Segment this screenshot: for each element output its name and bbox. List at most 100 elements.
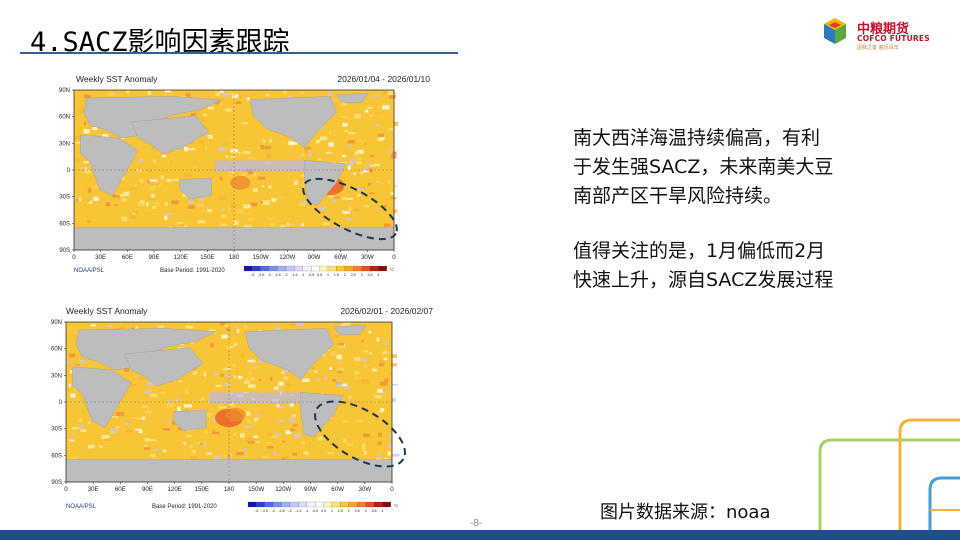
anomaly-speck xyxy=(335,106,338,110)
anomaly-speck xyxy=(254,418,259,421)
anomaly-speck xyxy=(68,383,71,388)
anomaly-speck xyxy=(124,422,132,425)
anomaly-speck xyxy=(202,442,206,446)
anomaly-speck xyxy=(154,448,161,451)
anomaly-speck xyxy=(184,173,192,177)
anomaly-speck xyxy=(232,94,239,98)
anomaly-speck xyxy=(290,141,298,145)
anomaly-speck xyxy=(377,441,382,446)
anomaly-speck xyxy=(233,220,239,225)
anomaly-speck xyxy=(376,180,379,183)
land-mass xyxy=(300,392,344,438)
anomaly-speck xyxy=(389,150,393,154)
anomaly-speck xyxy=(251,366,259,369)
anomaly-speck xyxy=(190,455,198,461)
anomaly-speck xyxy=(68,326,72,329)
anomaly-speck xyxy=(341,197,347,200)
anomaly-speck xyxy=(353,357,361,362)
anomaly-speck xyxy=(348,162,353,166)
anomaly-speck xyxy=(269,222,276,227)
anomaly-speck xyxy=(240,433,245,438)
anomaly-speck xyxy=(376,123,380,127)
decorative-corner-lines xyxy=(818,418,960,530)
latitude-label: 60S xyxy=(59,221,70,227)
anomaly-speck xyxy=(66,361,71,364)
anomaly-speck xyxy=(131,417,139,419)
anomaly-speck xyxy=(363,365,367,369)
anomaly-speck xyxy=(134,428,142,431)
anomaly-speck xyxy=(379,381,388,386)
anomaly-speck xyxy=(188,205,195,209)
anomaly-speck xyxy=(258,359,263,364)
anomaly-speck xyxy=(190,341,193,344)
anomaly-speck xyxy=(247,359,256,363)
anomaly-speck xyxy=(120,326,126,329)
logo-slogan: 因我之善 遍历百年 xyxy=(857,45,899,51)
anomaly-speck xyxy=(380,408,385,412)
anomaly-speck xyxy=(233,342,238,346)
anomaly-speck xyxy=(311,366,316,370)
anomaly-speck xyxy=(364,109,369,113)
anomaly-speck xyxy=(315,378,320,381)
colorbar-tick-label: -2.5 xyxy=(274,273,280,277)
anomaly-speck xyxy=(221,208,225,211)
anomaly-speck xyxy=(377,388,383,393)
longitude-label: 60W xyxy=(331,486,344,493)
anomaly-speck xyxy=(138,159,143,163)
colorbar-unit: °C xyxy=(394,503,399,508)
anomaly-speck xyxy=(327,452,335,455)
anomaly-speck xyxy=(265,442,272,445)
anomaly-speck xyxy=(224,324,229,327)
anomaly-speck xyxy=(230,204,236,208)
cool-anomaly-band xyxy=(214,160,311,172)
anomaly-speck xyxy=(342,154,346,158)
longitude-label: 120E xyxy=(167,486,181,493)
latitude-label: 0 xyxy=(59,400,63,406)
anomaly-speck xyxy=(175,398,180,402)
anomaly-speck xyxy=(368,114,374,117)
anomaly-speck xyxy=(135,169,142,172)
anomaly-speck xyxy=(120,198,124,202)
anomaly-speck xyxy=(199,198,205,201)
anomaly-speck xyxy=(345,386,351,390)
anomaly-speck xyxy=(85,167,88,171)
anomaly-speck xyxy=(148,419,151,421)
colorbar-segment xyxy=(378,265,387,272)
colorbar-tick-label: 4 xyxy=(381,509,383,513)
anomaly-speck xyxy=(185,435,192,437)
anomaly-speck xyxy=(149,453,156,458)
anomaly-speck xyxy=(102,134,109,139)
anomaly-speck xyxy=(188,200,194,205)
anomaly-speck xyxy=(223,454,231,457)
anomaly-speck xyxy=(144,438,150,442)
colorbar-tick-label: -0.5 xyxy=(308,273,314,277)
anomaly-speck xyxy=(220,373,224,377)
anomaly-speck xyxy=(272,434,276,439)
anomaly-speck xyxy=(382,105,390,110)
anomaly-speck xyxy=(360,379,366,384)
anomaly-speck xyxy=(388,128,396,131)
anomaly-speck xyxy=(122,198,127,202)
anomaly-speck xyxy=(362,350,369,353)
anomaly-speck xyxy=(388,443,393,449)
latitude-label: 0 xyxy=(67,168,71,174)
anomaly-speck xyxy=(254,414,260,418)
colorbar-tick-label: 0.5 xyxy=(321,509,326,513)
longitude-label: 150W xyxy=(248,486,264,493)
anomaly-speck xyxy=(387,451,391,456)
colorbar-segment xyxy=(264,501,274,508)
colorbar-segment xyxy=(373,501,383,508)
anomaly-speck xyxy=(212,429,216,433)
anomaly-speck xyxy=(325,151,333,154)
land-mass xyxy=(245,328,334,380)
colorbar-segment xyxy=(277,265,287,272)
anomaly-speck xyxy=(132,212,136,215)
anomaly-speck xyxy=(379,360,386,365)
anomaly-speck xyxy=(228,174,231,177)
anomaly-speck xyxy=(346,218,353,221)
anomaly-speck xyxy=(86,95,92,98)
map-title: Weekly SST Anomaly xyxy=(76,74,158,84)
anomaly-speck xyxy=(337,371,343,374)
anomaly-speck xyxy=(364,205,369,208)
